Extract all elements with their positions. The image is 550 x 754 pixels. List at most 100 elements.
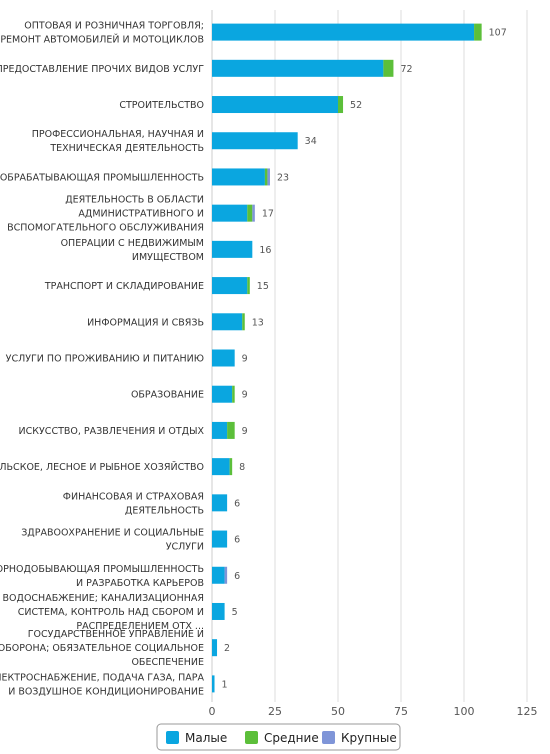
bar-segment[interactable] bbox=[383, 59, 394, 77]
bar-segment[interactable] bbox=[252, 204, 255, 222]
gridlines bbox=[211, 10, 528, 702]
data-value-label: 9 bbox=[242, 354, 248, 365]
bar-segment[interactable] bbox=[212, 602, 225, 620]
legend-item[interactable]: Средние bbox=[245, 731, 319, 745]
bar-row bbox=[212, 96, 344, 114]
data-value-label: 52 bbox=[350, 100, 362, 111]
category-label: ОПТОВАЯ И РОЗНИЧНАЯ ТОРГОВЛЯ; РЕМОНТ АВТО… bbox=[0, 21, 204, 46]
bar-segment[interactable] bbox=[212, 494, 228, 512]
data-value-label: 107 bbox=[489, 28, 507, 39]
legend-item[interactable]: Малые bbox=[166, 731, 227, 745]
bar-segment[interactable] bbox=[212, 639, 218, 657]
bars bbox=[212, 23, 482, 693]
bar-segment[interactable] bbox=[212, 530, 228, 548]
legend-box bbox=[156, 723, 401, 751]
bar-segment[interactable] bbox=[247, 204, 253, 222]
data-value-label: 6 bbox=[234, 498, 240, 509]
category-label: УСЛУГИ ПО ПРОЖИВАНИЮ И ПИТАНИЮ bbox=[6, 354, 204, 365]
category-label: ФИНАНСОВАЯ И СТРАХОВАЯ ДЕЯТЕЛЬНОСТЬ bbox=[63, 491, 204, 516]
legend-swatch bbox=[245, 731, 258, 744]
bar-row bbox=[212, 458, 233, 476]
bar-row bbox=[212, 675, 215, 693]
bar-segment[interactable] bbox=[212, 96, 338, 114]
category-label: ОБРАЗОВАНИЕ bbox=[131, 390, 204, 401]
bar-row bbox=[212, 566, 228, 584]
category-label: ОБРАБАТЫВАЮЩАЯ ПРОМЫШЛЕННОСТЬ bbox=[0, 172, 204, 183]
x-tick-label: 75 bbox=[394, 705, 408, 718]
category-label: ПРЕДОСТАВЛЕНИЕ ПРОЧИХ ВИДОВ УСЛУГ bbox=[0, 64, 204, 75]
bar-segment[interactable] bbox=[212, 458, 230, 476]
x-axis-tick-labels: 0 25 50 75 100 125 bbox=[209, 705, 538, 718]
x-tick-label: 0 bbox=[209, 705, 216, 718]
legend-swatch bbox=[322, 731, 335, 744]
data-value-label: 16 bbox=[259, 245, 271, 256]
bar-row bbox=[212, 494, 228, 512]
category-label: ДЕЯТЕЛЬНОСТЬ В ОБЛАСТИ АДМИНИСТРАТИВНОГО … bbox=[7, 195, 204, 234]
category-label: ИНФОРМАЦИЯ И СВЯЗЬ bbox=[87, 317, 204, 328]
bar-row bbox=[212, 349, 235, 367]
bar-row bbox=[212, 421, 235, 439]
data-value-label: 8 bbox=[239, 462, 245, 473]
bar-row bbox=[212, 240, 253, 258]
bar-row bbox=[212, 59, 394, 77]
bar-segment[interactable] bbox=[227, 421, 235, 439]
data-value-label: 72 bbox=[400, 64, 412, 75]
category-label: ПРОФЕССИОНАЛЬНАЯ, НАУЧНАЯ И ТЕХНИЧЕСКАЯ Д… bbox=[32, 129, 204, 154]
bar-segment[interactable] bbox=[212, 277, 248, 295]
category-label: ГОСУДАРСТВЕННОЕ УПРАВЛЕНИЕ И ОБОРОНА; ОБЯ… bbox=[0, 629, 204, 668]
bar-segment[interactable] bbox=[229, 458, 233, 476]
bar-row bbox=[212, 132, 298, 150]
bar-segment[interactable] bbox=[224, 566, 228, 584]
legend-label: Крупные bbox=[341, 731, 397, 745]
bar-segment[interactable] bbox=[212, 313, 243, 331]
category-label: ГОРНОДОБЫВАЮЩАЯ ПРОМЫШЛЕННОСТЬ И РАЗРАБОТ… bbox=[0, 564, 204, 589]
bar-segment[interactable] bbox=[212, 204, 248, 222]
bar-row bbox=[212, 385, 235, 403]
data-value-label: 23 bbox=[277, 172, 289, 183]
bar-row bbox=[212, 204, 255, 222]
bar-segment[interactable] bbox=[242, 313, 245, 331]
category-label: ЭЛЕКТРОСНАБЖЕНИЕ, ПОДАЧА ГАЗА, ПАРА И ВОЗ… bbox=[0, 672, 205, 697]
data-value-label: 5 bbox=[232, 607, 238, 618]
category-label: ОПЕРАЦИИ С НЕДВИЖИМЫМ ИМУЩЕСТВОМ bbox=[61, 238, 204, 263]
category-labels: ОПТОВАЯ И РОЗНИЧНАЯ ТОРГОВЛЯ; РЕМОНТ АВТО… bbox=[0, 21, 205, 698]
data-value-label: 9 bbox=[242, 390, 248, 401]
bar-segment[interactable] bbox=[267, 168, 270, 186]
bar-segment[interactable] bbox=[338, 96, 344, 114]
x-tick-label: 25 bbox=[268, 705, 282, 718]
bar-row bbox=[212, 602, 225, 620]
data-value-label: 2 bbox=[224, 643, 230, 654]
category-label: СЕЛЬСКОЕ, ЛЕСНОЕ И РЫБНОЕ ХОЗЯЙСТВО bbox=[0, 461, 204, 473]
bar-row bbox=[212, 639, 218, 657]
bar-segment[interactable] bbox=[212, 385, 233, 403]
data-value-label: 34 bbox=[305, 136, 317, 147]
bar-segment[interactable] bbox=[212, 566, 225, 584]
data-value-label: 9 bbox=[242, 426, 248, 437]
bar-segment[interactable] bbox=[264, 168, 268, 186]
bar-segment[interactable] bbox=[247, 277, 250, 295]
data-value-label: 6 bbox=[234, 571, 240, 582]
bar-segment[interactable] bbox=[232, 385, 235, 403]
bar-segment[interactable] bbox=[212, 349, 235, 367]
legend-label: Средние bbox=[264, 731, 319, 745]
category-label: ВОДОСНАБЖЕНИЕ; КАНАЛИЗАЦИОННАЯ СИСТЕМА, К… bbox=[3, 593, 204, 632]
bar-segment[interactable] bbox=[474, 23, 482, 41]
bar-segment[interactable] bbox=[212, 23, 475, 41]
bar-segment[interactable] bbox=[212, 168, 265, 186]
bar-segment[interactable] bbox=[212, 675, 215, 693]
bar-row bbox=[212, 23, 482, 41]
category-label: ЗДРАВООХРАНЕНИЕ И СОЦИАЛЬНЫЕ УСЛУГИ bbox=[21, 528, 204, 553]
data-value-label: 6 bbox=[234, 535, 240, 546]
legend-swatch bbox=[166, 731, 179, 744]
x-tick-label: 125 bbox=[517, 705, 538, 718]
data-value-label: 13 bbox=[252, 317, 264, 328]
x-tick-label: 50 bbox=[331, 705, 345, 718]
bar-segment[interactable] bbox=[212, 240, 253, 258]
category-label: СТРОИТЕЛЬСТВО bbox=[119, 100, 204, 111]
bar-segment[interactable] bbox=[212, 421, 228, 439]
bar-segment[interactable] bbox=[212, 132, 298, 150]
legend-item[interactable]: Крупные bbox=[322, 731, 397, 745]
bar-segment[interactable] bbox=[212, 59, 384, 77]
